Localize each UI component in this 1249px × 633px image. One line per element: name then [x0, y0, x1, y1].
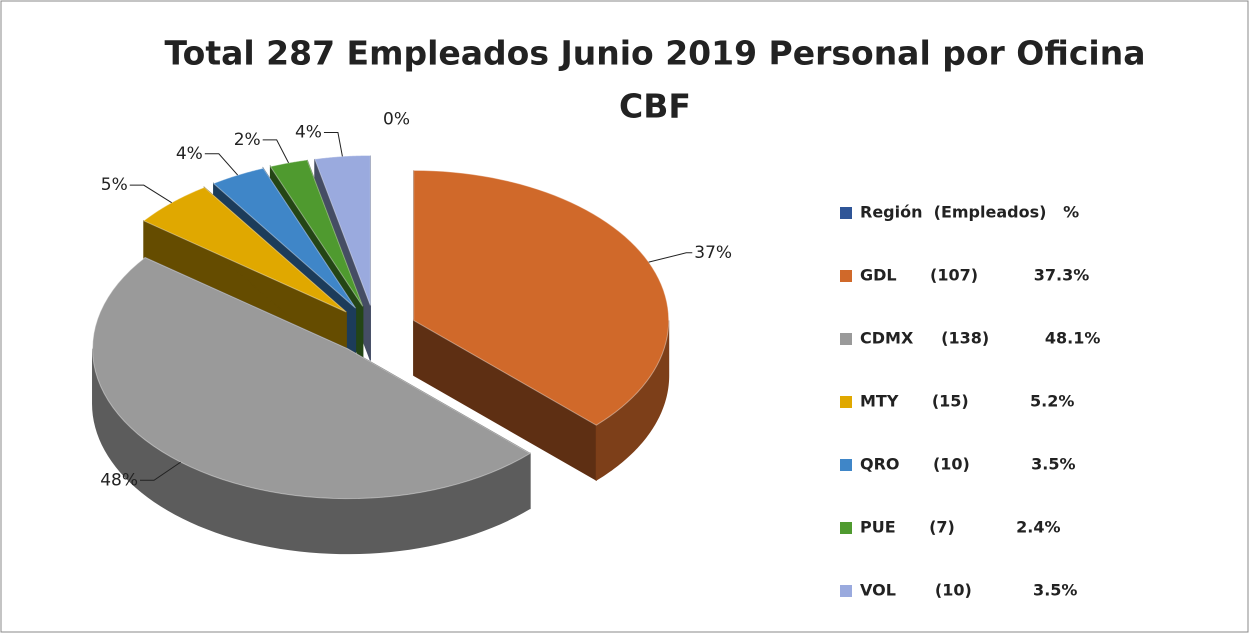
leader-line [204, 153, 239, 176]
data-label: 4% [295, 122, 322, 142]
legend-label: VOL (10) 3.5% [860, 581, 1077, 600]
legend-label: MTY (15) 5.2% [860, 392, 1074, 411]
data-label: 5% [101, 175, 128, 195]
legend-swatch [840, 207, 852, 219]
legend-label: Región (Empleados) % [860, 203, 1079, 222]
slice [92, 256, 532, 500]
legend-label: CDMX (138) 48.1% [860, 329, 1100, 348]
chart-title: CBF [619, 87, 691, 126]
legend-swatch [840, 522, 852, 534]
legend-label: PUE (7) 2.4% [860, 518, 1060, 537]
leader-line [262, 139, 290, 164]
slice [142, 186, 347, 313]
legend-swatch [840, 333, 852, 345]
legend-swatch [840, 585, 852, 597]
slice-side [595, 320, 670, 482]
legend-swatch [840, 396, 852, 408]
leader-line [129, 184, 172, 204]
data-label: 0% [383, 109, 410, 129]
leader-line [323, 131, 343, 157]
slice [269, 159, 364, 307]
legend-swatch [840, 270, 852, 282]
data-label: 37% [694, 243, 732, 263]
legend-label: GDL (107) 37.3% [860, 266, 1089, 285]
data-label: 48% [100, 470, 138, 490]
data-label: 2% [234, 130, 261, 150]
leader-line [140, 461, 181, 481]
chart-title: Total 287 Empleados Junio 2019 Personal … [165, 34, 1146, 73]
legend-swatch [840, 459, 852, 471]
legend-label: QRO (10) 3.5% [860, 455, 1075, 474]
slices [92, 154, 670, 500]
leader-line [648, 252, 693, 263]
data-label: 4% [176, 144, 203, 164]
